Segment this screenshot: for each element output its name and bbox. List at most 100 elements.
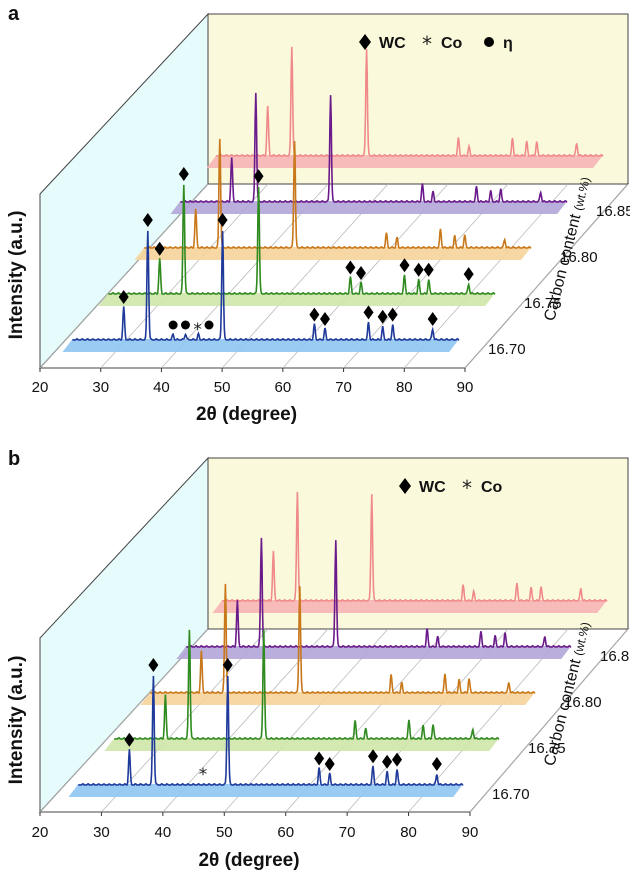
panel-label: a	[8, 3, 20, 25]
x-tick-label: 30	[92, 379, 109, 396]
wc-peak-marker	[355, 266, 366, 280]
legend-label: η	[503, 35, 513, 52]
series-band	[104, 738, 500, 751]
carbon-content-tick: 16.80	[560, 249, 598, 266]
panel-b: 16.8916.8516.8016.7516.70*20304050607080…	[6, 448, 630, 871]
wc-peak-marker	[124, 732, 135, 747]
series-trace	[71, 230, 460, 342]
x-tick-label: 50	[216, 824, 233, 841]
wc-peak-marker	[399, 258, 410, 273]
wc-peak-marker	[154, 241, 165, 256]
series-trace	[185, 537, 572, 648]
wc-peak-marker	[431, 757, 442, 771]
co-peak-marker: *	[199, 765, 208, 785]
x-tick-label: 80	[396, 379, 413, 396]
wc-peak-marker	[314, 751, 325, 766]
wc-peak-marker	[253, 169, 264, 184]
series-trace	[221, 491, 608, 602]
floor-gridline	[282, 183, 449, 369]
legend-label: WC	[379, 35, 406, 52]
series-band	[62, 339, 460, 352]
x-tick-label: 60	[277, 824, 294, 841]
wc-peak-marker	[309, 307, 320, 322]
series-band	[212, 600, 608, 613]
floor-gridline	[39, 183, 209, 369]
wc-peak-marker	[377, 309, 388, 324]
series-trace	[149, 583, 536, 694]
legend-co-symbol: *	[462, 476, 472, 500]
wc-peak-marker	[222, 658, 233, 672]
carbon-content-tick: 16.80	[564, 694, 602, 711]
co-peak-marker: *	[193, 320, 202, 340]
series-trace	[215, 46, 604, 157]
legend-wc-symbol	[399, 478, 411, 494]
wc-peak-marker	[413, 262, 424, 277]
panel-label: b	[8, 448, 20, 470]
carbon-content-tick: 16.70	[492, 786, 530, 803]
floor-gridline	[161, 183, 329, 369]
x-tick-label: 90	[457, 379, 474, 396]
series-16.75	[104, 629, 500, 751]
carbon-content-tick: 16.85	[600, 648, 630, 665]
series-band	[68, 784, 464, 797]
wc-peak-marker	[217, 213, 228, 227]
x-axis-title: 2θ (degree)	[198, 850, 299, 871]
floor-gridline	[469, 628, 629, 813]
series-band	[206, 155, 604, 168]
legend-label: WC	[419, 479, 446, 496]
wc-peak-marker	[427, 312, 438, 326]
x-tick-label: 50	[214, 379, 231, 396]
wc-peak-marker	[392, 752, 403, 767]
legend-label: Co	[441, 35, 463, 52]
series-16.89	[212, 491, 608, 613]
legend: WC * Co η	[359, 32, 513, 56]
wc-peak-marker	[363, 305, 374, 320]
series-band	[176, 646, 572, 659]
wc-peak-marker	[368, 749, 379, 764]
series-band	[98, 293, 496, 306]
wc-peak-marker	[345, 260, 356, 275]
legend: WC * Co	[399, 476, 503, 500]
series-16.80	[134, 138, 532, 260]
wc-peak-marker	[324, 757, 335, 771]
floor-gridline	[101, 628, 269, 813]
carbon-content-tick: 16.75	[528, 740, 566, 757]
eta-peak-marker	[180, 320, 190, 330]
legend-eta-symbol	[484, 37, 494, 47]
x-tick-label: 20	[32, 824, 49, 841]
carbon-content-tick: 16.75	[524, 295, 562, 312]
floor-gridline	[221, 183, 389, 369]
series-band	[170, 201, 568, 214]
x-tick-label: 70	[339, 824, 356, 841]
series-16.70	[68, 675, 464, 797]
x-tick-label: 70	[335, 379, 352, 396]
series-16.85	[170, 92, 568, 214]
wc-peak-marker	[463, 267, 474, 282]
wc-peak-marker	[118, 290, 129, 304]
x-tick-label: 80	[400, 824, 417, 841]
floor-gridline	[464, 183, 629, 369]
carbon-content-tick: 16.70	[488, 341, 526, 358]
legend-wc-symbol	[359, 34, 371, 50]
floor-gridline	[100, 183, 269, 369]
series-band	[140, 692, 536, 705]
wc-peak-marker	[142, 213, 153, 227]
x-tick-label: 90	[462, 824, 479, 841]
series-trace	[143, 138, 532, 249]
series-trace	[77, 675, 464, 787]
wc-peak-marker	[382, 754, 393, 769]
floor-gridline	[223, 628, 389, 813]
series-16.85	[176, 537, 572, 659]
eta-peak-marker	[204, 320, 214, 330]
x-tick-label: 60	[275, 379, 292, 396]
wc-peak-marker	[423, 262, 434, 277]
floor-gridline	[39, 628, 209, 813]
wc-peak-marker	[148, 658, 159, 672]
wc-peak-marker	[387, 307, 398, 322]
x-tick-label: 40	[155, 824, 172, 841]
legend-co-symbol: *	[422, 32, 432, 56]
panel-a: 16.8916.8516.8016.7516.70*20304050607080…	[6, 3, 630, 425]
wc-peak-marker	[178, 167, 189, 181]
x-tick-label: 20	[32, 379, 49, 396]
